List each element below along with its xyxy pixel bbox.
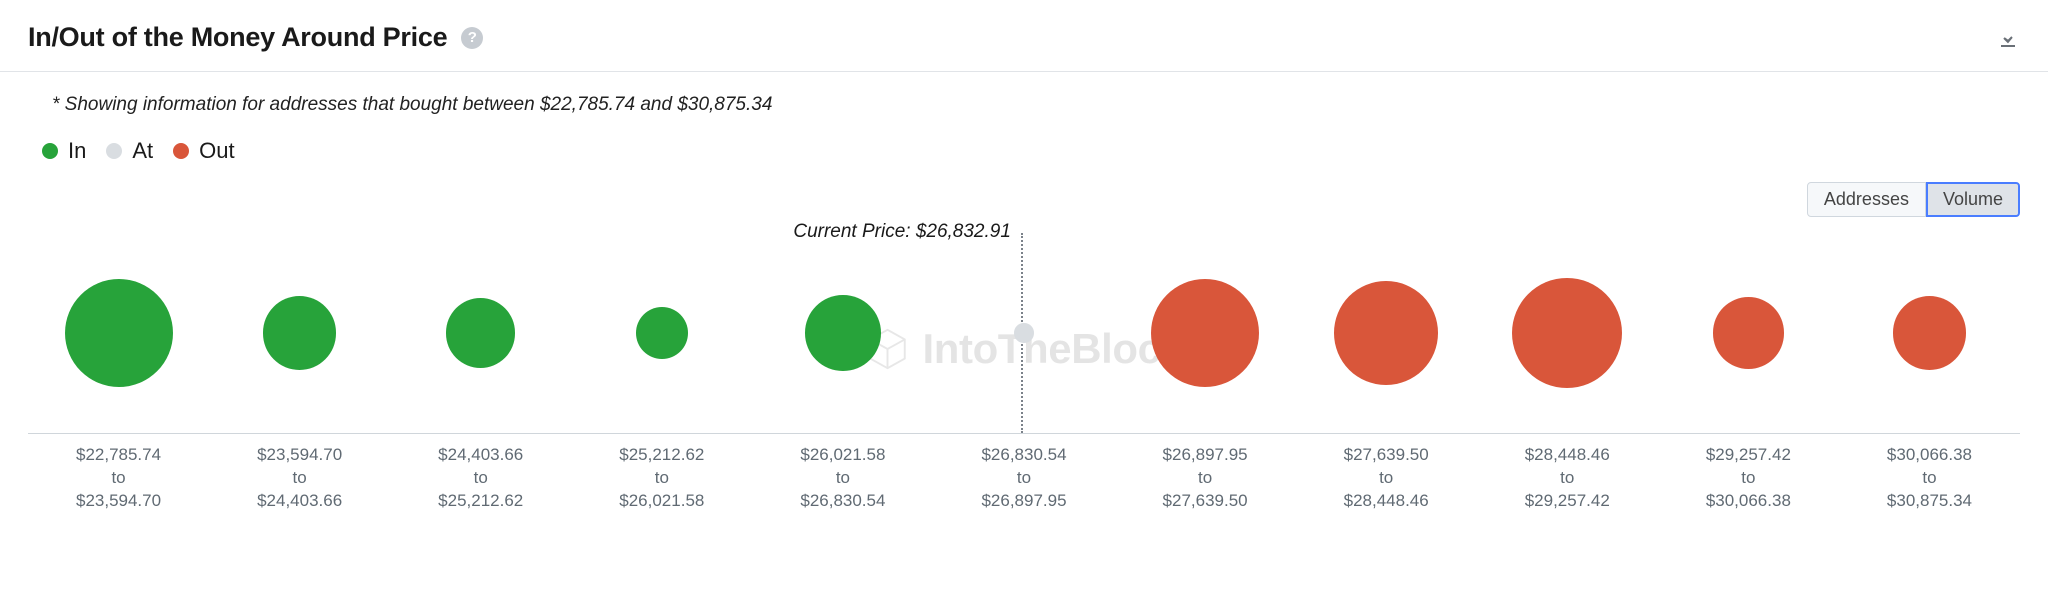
legend-label: Out xyxy=(199,138,234,164)
bubble xyxy=(1512,278,1622,388)
axis-low: $22,785.74 xyxy=(76,445,161,464)
axis-low: $29,257.42 xyxy=(1706,445,1791,464)
axis-low: $23,594.70 xyxy=(257,445,342,464)
axis-join: to xyxy=(474,468,488,487)
axis-high: $26,021.58 xyxy=(619,491,704,510)
axis-low: $27,639.50 xyxy=(1344,445,1429,464)
bubble-bucket[interactable] xyxy=(209,233,390,433)
legend-item-at[interactable]: At xyxy=(106,138,153,164)
axis-join: to xyxy=(111,468,125,487)
legend-swatch xyxy=(42,143,58,159)
card-title: In/Out of the Money Around Price xyxy=(28,22,447,53)
axis-join: to xyxy=(655,468,669,487)
axis-join: to xyxy=(1741,468,1755,487)
bubble-bucket[interactable] xyxy=(390,233,571,433)
legend-swatch xyxy=(173,143,189,159)
card-header-left: In/Out of the Money Around Price ? xyxy=(28,22,483,53)
bubble xyxy=(446,298,515,367)
bubble-bucket[interactable] xyxy=(933,233,1114,433)
axis-high: $29,257.42 xyxy=(1525,491,1610,510)
legend-label: At xyxy=(132,138,153,164)
legend-item-in[interactable]: In xyxy=(42,138,86,164)
axis-high: $27,639.50 xyxy=(1163,491,1248,510)
bubble xyxy=(1014,323,1033,342)
bubble xyxy=(636,307,688,359)
x-axis: $22,785.74to$23,594.70$23,594.70to$24,40… xyxy=(28,434,2020,512)
axis-join: to xyxy=(1922,468,1936,487)
axis-low: $26,830.54 xyxy=(981,445,1066,464)
bubble-bucket[interactable] xyxy=(571,233,752,433)
axis-low: $24,403.66 xyxy=(438,445,523,464)
axis-tick: $25,212.62 to $26,021.58 xyxy=(619,444,704,513)
axis-tick: $23,594.70 to $24,403.66 xyxy=(257,444,342,513)
axis-join: to xyxy=(1379,468,1393,487)
axis-high: $30,066.38 xyxy=(1706,491,1791,510)
legend-swatch xyxy=(106,143,122,159)
axis-tick: $29,257.42 to $30,066.38 xyxy=(1706,444,1791,513)
axis-tick: $22,785.74 to $23,594.70 xyxy=(76,444,161,513)
bubble xyxy=(1893,296,1966,369)
metric-toggle: AddressesVolume xyxy=(1807,182,2020,217)
axis-high: $25,212.62 xyxy=(438,491,523,510)
axis-tick: $26,830.54 to $26,897.95 xyxy=(981,444,1066,513)
bubble-bucket[interactable] xyxy=(1839,233,2020,433)
axis-low: $25,212.62 xyxy=(619,445,704,464)
axis-high: $26,830.54 xyxy=(800,491,885,510)
axis-join: to xyxy=(1198,468,1212,487)
metric-toggle-row: AddressesVolume xyxy=(0,164,2048,217)
bubble-bucket[interactable] xyxy=(1296,233,1477,433)
axis-join: to xyxy=(836,468,850,487)
bubble-bucket[interactable] xyxy=(1477,233,1658,433)
axis-high: $28,448.46 xyxy=(1344,491,1429,510)
bubble xyxy=(805,295,881,371)
axis-tick: $27,639.50 to $28,448.46 xyxy=(1344,444,1429,513)
toggle-addresses[interactable]: Addresses xyxy=(1807,182,1926,217)
axis-tick: $28,448.46 to $29,257.42 xyxy=(1525,444,1610,513)
axis-tick: $24,403.66 to $25,212.62 xyxy=(438,444,523,513)
help-icon[interactable]: ? xyxy=(461,27,483,49)
download-icon[interactable] xyxy=(1996,26,2020,50)
bubble xyxy=(1334,281,1438,385)
card-header: In/Out of the Money Around Price ? xyxy=(0,0,2048,72)
toggle-volume[interactable]: Volume xyxy=(1926,182,2020,217)
axis-low: $28,448.46 xyxy=(1525,445,1610,464)
axis-join: to xyxy=(1017,468,1031,487)
bubble-bucket[interactable] xyxy=(752,233,933,433)
axis-low: $30,066.38 xyxy=(1887,445,1972,464)
bubble xyxy=(65,279,173,387)
axis-high: $24,403.66 xyxy=(257,491,342,510)
axis-join: to xyxy=(293,468,307,487)
bubble-bucket[interactable] xyxy=(1115,233,1296,433)
axis-tick: $26,897.95 to $27,639.50 xyxy=(1163,444,1248,513)
axis-low: $26,897.95 xyxy=(1163,445,1248,464)
chart-area: Current Price: $26,832.91 IntoTheBlock $… xyxy=(0,217,2048,512)
axis-low: $26,021.58 xyxy=(800,445,885,464)
axis-high: $30,875.34 xyxy=(1887,491,1972,510)
legend: In At Out xyxy=(0,116,2048,164)
axis-tick: $30,066.38 to $30,875.34 xyxy=(1887,444,1972,513)
bubble-plot: IntoTheBlock xyxy=(28,233,2020,434)
iomap-card: In/Out of the Money Around Price ? * Sho… xyxy=(0,0,2048,512)
axis-join: to xyxy=(1560,468,1574,487)
axis-tick: $26,021.58 to $26,830.54 xyxy=(800,444,885,513)
bubble xyxy=(1713,297,1784,368)
bubble xyxy=(263,296,336,369)
legend-item-out[interactable]: Out xyxy=(173,138,234,164)
bubble-bucket[interactable] xyxy=(1658,233,1839,433)
subtitle-note: * Showing information for addresses that… xyxy=(0,72,2048,116)
bubble-bucket[interactable] xyxy=(28,233,209,433)
axis-high: $23,594.70 xyxy=(76,491,161,510)
legend-label: In xyxy=(68,138,86,164)
bubble xyxy=(1151,279,1259,387)
axis-high: $26,897.95 xyxy=(981,491,1066,510)
